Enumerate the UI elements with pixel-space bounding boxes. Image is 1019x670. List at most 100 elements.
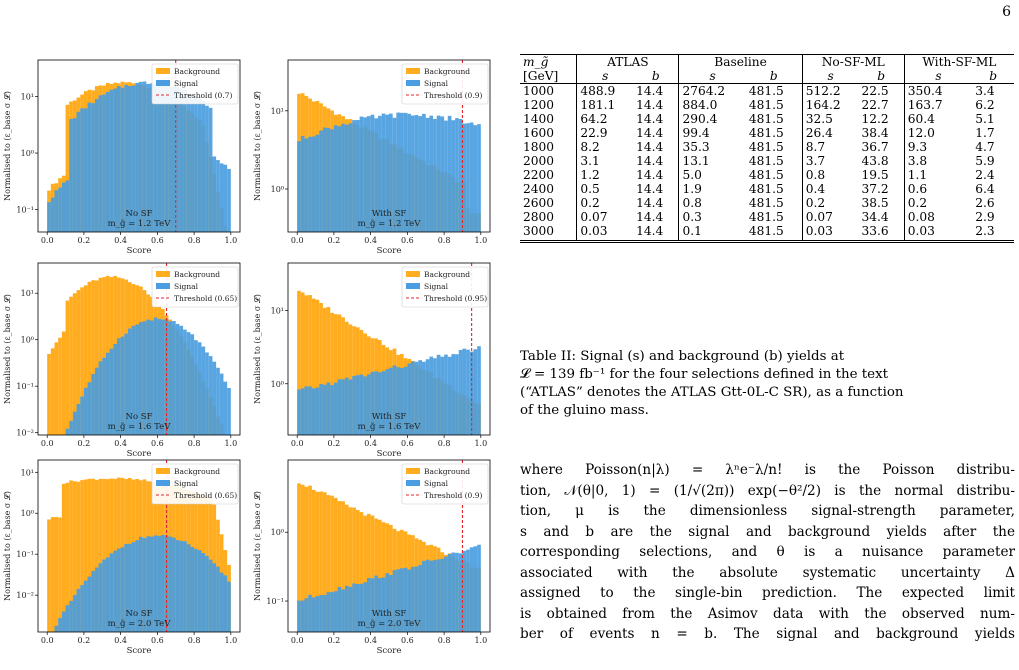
x-tick-label: 0.0 [291,636,304,645]
table-cell: 0.4 [801,182,859,196]
table-cell: 14.4 [636,126,664,140]
signal-bar [462,348,467,435]
legend-swatch-signal [156,80,170,86]
signal-bar [223,381,228,435]
background-bar [69,480,73,632]
background-bar [102,478,106,632]
plot-frame [287,459,491,633]
signal-bar [337,379,342,435]
table-cell: 1000 [523,84,555,98]
x-tick-label: 0.2 [78,236,91,245]
signal-bar [407,113,412,232]
table-row: 2400 0.5 14.4 1.9 481.5 0.4 37.2 0.6 6.4 [520,182,1014,196]
header-with-sf-ml: With-SF-ML [903,54,1014,69]
background-bar [322,307,327,435]
table-cell: 64.2 [576,112,634,126]
table-cell: 481.5 [745,224,803,243]
signal-bar [422,113,426,232]
legend-label-background: Background [424,270,470,279]
background-bar [311,489,316,632]
table-cell: 0.07 [801,210,859,224]
header-mass: m_g̃ [520,54,577,69]
table-cell: 12.0 [903,126,973,140]
signal-bar [205,555,209,632]
table-cell: 9.3 [903,140,973,154]
signal-bar [150,536,154,632]
table-cell: 22.7 [861,98,889,112]
background-bar [319,491,323,632]
signal-bar [102,559,106,632]
table-cell: 3.8 [903,154,973,168]
histogram-panel-no-sf-1600: 0.0 0.2 0.4 0.6 0.8 1.0 10¹ 10⁰ 10⁻¹ 10⁻² Score Nor… [0,255,252,460]
signal-bar [440,558,445,632]
background-bar [348,507,353,632]
table-cell: 14.4 [636,98,664,112]
table-cell: 163.7 [903,98,973,112]
table-cell: 14.4 [636,168,664,182]
y-tick-label: 10⁰ [271,380,284,389]
legend-label-signal: Signal [174,479,199,488]
table-cell: 60.4 [903,112,973,126]
signal-bar [322,127,327,232]
signal-bar [377,115,382,232]
histogram-panel-with-sf-1600: 0.0 0.2 0.4 0.6 0.8 1.0 10¹ 10⁰ Score Normalised … [250,255,502,460]
panel-mass-label: m_g̃ = 1.2 TeV [358,218,422,229]
y-tick-label: 10¹ [21,289,34,298]
table-cell: 1200 [523,98,555,112]
signal-bar [377,578,382,632]
signal-bar [396,569,401,632]
signal-bar [172,86,176,232]
plot-frame [37,262,241,436]
table-cell: 1800 [523,140,555,154]
signal-bar [473,349,478,435]
table-cell: 0.5 [576,182,634,196]
legend-swatch-background [156,271,170,277]
signal-bar [403,366,408,435]
signal-bar [451,120,456,232]
signal-bar [370,114,375,232]
signal-bar [311,388,316,435]
signal-bar [352,120,356,232]
legend-swatch-signal [156,480,170,486]
table-row: 1000 488.9 14.4 2764.2 481.5 512.2 22.5 350.4 3.… [520,83,1014,98]
signal-bar [69,600,73,632]
signal-bar [304,138,309,232]
signal-bar [411,566,415,632]
signal-bar [451,354,456,435]
table-row: 3000 0.03 14.4 0.1 481.5 0.03 33.6 0.03 2.3 [520,224,1014,243]
signal-bar [297,600,301,632]
signal-bar [377,372,382,435]
signal-bar [124,333,128,435]
signal-bar [201,553,206,632]
signal-bar [109,553,114,632]
signal-bar [300,388,305,435]
signal-bar [389,113,393,232]
signal-bar [374,371,378,435]
background-bar [61,483,66,632]
background-bar [377,519,382,632]
signal-bar [462,123,467,232]
signal-bar [477,124,481,232]
background-bar [304,486,309,632]
body-line: assigned to the single-bin prediction. T… [520,585,1015,601]
body-line: where Poisson(n|λ) = λⁿe⁻λ/n! is the Poi… [520,462,1015,478]
caption-line: (“ATLAS” denotes the ATLAS Gtt-0L-C SR),… [520,385,904,400]
signal-bar [436,115,441,232]
signal-bar [341,589,345,632]
background-bar [326,495,331,632]
table-cell: 5.0 [678,168,746,182]
table-cell: 2000 [523,154,555,168]
signal-bar [172,321,176,435]
panel-mass-label: m_g̃ = 1.6 TeV [358,421,422,432]
signal-bar [429,356,434,435]
table-cell: 884.0 [678,98,746,112]
background-bar [50,517,55,632]
signal-bar [370,578,375,632]
background-bar [98,277,103,435]
signal-bar [469,547,474,632]
signal-bar [197,342,202,435]
body-line: ber of events n = b. The signal and back… [520,626,1015,642]
signal-bar [425,559,430,632]
signal-bar [429,115,434,232]
table-cell: 14.4 [636,182,664,196]
